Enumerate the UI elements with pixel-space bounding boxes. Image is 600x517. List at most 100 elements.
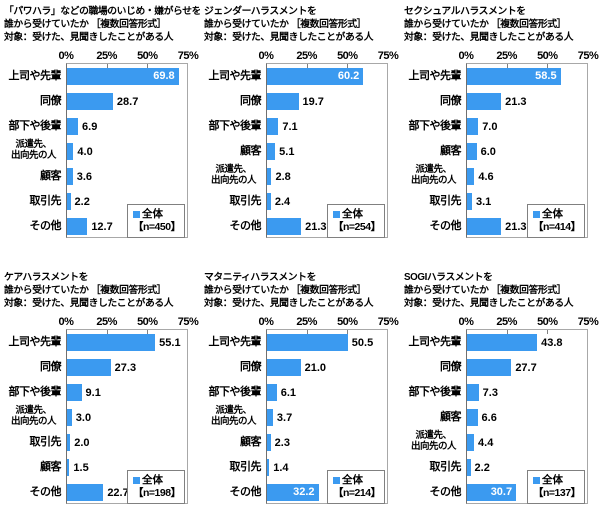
chart-title: ジェンダーハラスメントを 誰から受けていたか ［複数回答形式］ 対象：受けた、見聞き… <box>204 5 400 44</box>
x-axis: 0% 25% 50% 75% <box>459 314 599 329</box>
bar-row: 6.6 <box>467 405 587 430</box>
bar <box>467 409 478 426</box>
plot-area: 43.8 27.7 7.3 6.6 4.4 2.2 30.7 全体 【n=137】 <box>466 329 588 504</box>
plot-wrap: 0% 25% 50% 75% 60.2 19.7 7.1 5.1 2.8 2.4 21.3 全体 【n=… <box>259 48 399 239</box>
x-axis-tick-label: 25% <box>96 50 117 62</box>
bar-row: 30.7 <box>467 480 587 505</box>
category-labels: 上司や先輩 同僚 部下や後輩 顧客 派遣先、 出向先の人 取引先 その他 <box>204 48 266 238</box>
category-label: 上司や先輩 <box>8 69 62 82</box>
bar <box>267 168 272 185</box>
bar <box>67 93 113 110</box>
bar-row: 4.0 <box>67 139 187 164</box>
axis-tick-mark <box>547 64 548 68</box>
category-labels: 上司や先輩 同僚 部下や後輩 派遣先、 出向先の人 顧客 取引先 その他 <box>4 48 66 238</box>
bar-row: 2.8 <box>267 164 387 189</box>
bar-row: 3.1 <box>467 189 587 214</box>
x-axis-tick-label: 50% <box>537 50 558 62</box>
bar-row: 28.7 <box>67 89 187 114</box>
category-label: 上司や先輩 <box>208 335 262 348</box>
axis-tick-mark <box>506 330 508 334</box>
bar-value-label: 55.1 <box>159 336 181 349</box>
legend-row: 全体 <box>533 208 584 221</box>
bar <box>267 218 302 235</box>
bar <box>67 168 73 185</box>
bar-row: 21.3 <box>267 214 387 239</box>
chart-title-line: 対象：受けた、見聞きしたことがある人 <box>204 298 374 309</box>
bar <box>467 93 502 110</box>
chart-body: 上司や先輩 同僚 部下や後輩 派遣先、 出向先の人 取引先 顧客 その他 0% 25% 50% 75… <box>4 314 200 504</box>
bar-row: 1.4 <box>267 455 387 480</box>
chart-body: 上司や先輩 同僚 部下や後輩 顧客 派遣先、 出向先の人 取引先 その他 0% 25% 50% 75… <box>404 314 600 504</box>
bar <box>267 193 271 210</box>
legend-swatch-icon <box>333 211 340 218</box>
chart-title-line: 「パワハラ」などの職場のいじめ・嫌がらせを <box>4 6 200 17</box>
bar-value-label: 6.6 <box>481 411 497 424</box>
plot-area: 69.8 28.7 6.9 4.0 3.6 2.2 12.7 全体 【n=450】 <box>66 63 188 238</box>
bar-value-label: 7.0 <box>482 120 498 133</box>
bar-row: 7.0 <box>467 114 587 139</box>
bar-value-label: 4.4 <box>478 436 494 449</box>
bar-value-label: 21.0 <box>304 361 327 374</box>
bar <box>67 143 74 160</box>
chart-gender-harassment: ジェンダーハラスメントを 誰から受けていたか ［複数回答形式］ 対象：受けた、見聞き… <box>200 0 400 258</box>
category-label: 派遣先、 出向先の人 <box>210 164 257 186</box>
bar-row: 3.7 <box>267 405 387 430</box>
x-axis-tick-label: 0% <box>258 50 274 62</box>
bar-row: 55.1 <box>67 330 187 355</box>
bar-row: 2.2 <box>467 455 587 480</box>
legend-swatch-icon <box>533 477 540 484</box>
x-axis: 0% 25% 50% 75% <box>259 48 399 63</box>
bar <box>267 334 348 351</box>
x-axis-tick-label: 50% <box>137 316 158 328</box>
plot-wrap: 0% 25% 50% 75% 50.5 21.0 6.1 3.7 2.3 1.4 32.2 全体 【n=… <box>259 314 399 505</box>
bar-row: 21.3 <box>467 214 587 239</box>
bar-value-label: 1.5 <box>73 461 89 474</box>
category-label: 顧客 <box>40 169 62 182</box>
category-label: 同僚 <box>40 94 62 107</box>
bar: 58.5 <box>467 68 561 85</box>
chart-title-line: SOGIハラスメントを <box>404 272 493 283</box>
bar-value-label: 6.0 <box>480 145 496 158</box>
chart-title-line: 対象：受けた、見聞きしたことがある人 <box>4 298 174 309</box>
bar-row: 32.2 <box>267 480 387 505</box>
bar-value-label: 3.7 <box>276 411 293 424</box>
x-axis-tick-label: 75% <box>577 50 599 62</box>
category-label: 部下や後輩 <box>408 119 462 132</box>
category-label: その他 <box>29 485 62 498</box>
bar-value-label: 27.7 <box>515 361 537 374</box>
x-axis: 0% 25% 50% 75% <box>259 314 399 329</box>
bar-row: 6.1 <box>267 380 387 405</box>
category-label: 上司や先輩 <box>8 335 62 348</box>
chart-title: セクシュアルハラスメントを 誰から受けていたか ［複数回答形式］ 対象：受けた、見聞… <box>404 5 600 44</box>
bar <box>467 168 475 185</box>
legend-sample-size: 【n=137】 <box>533 487 581 499</box>
x-axis-tick-label: 25% <box>296 50 317 62</box>
legend-box: 全体 【n=450】 <box>127 204 185 238</box>
category-label: その他 <box>429 219 462 232</box>
chart-title-line: 誰から受けていたか ［複数回答形式］ <box>404 19 567 30</box>
plot-area: 55.1 27.3 9.1 3.0 2.0 1.5 22.7 全体 【n=198】 <box>66 329 188 504</box>
bar-value-label: 2.3 <box>274 436 290 449</box>
category-label: 部下や後輩 <box>208 385 262 398</box>
chart-body: 上司や先輩 同僚 部下や後輩 顧客 派遣先、 出向先の人 取引先 その他 0% 25% 50% 75… <box>404 48 600 238</box>
category-label: 同僚 <box>240 360 262 373</box>
x-axis-tick-label: 75% <box>377 50 399 62</box>
x-axis-tick-label: 75% <box>377 316 399 328</box>
bar <box>267 359 301 376</box>
legend-series-label: 全体 <box>342 474 363 486</box>
legend-swatch-icon <box>333 477 340 484</box>
bar-value-label: 30.7 <box>490 486 513 498</box>
bar-row: 22.7 <box>67 480 187 505</box>
bar-value-label: 69.8 <box>153 70 175 82</box>
bar-row: 43.8 <box>467 330 587 355</box>
bar-row: 69.8 <box>67 64 187 89</box>
bar-value-label: 3.6 <box>76 170 93 183</box>
category-labels: 上司や先輩 同僚 部下や後輩 派遣先、 出向先の人 顧客 取引先 その他 <box>204 314 266 504</box>
category-label: 取引先 <box>29 435 62 448</box>
category-label: 部下や後輩 <box>8 385 62 398</box>
category-label: 派遣先、 出向先の人 <box>10 405 57 427</box>
category-label: 顧客 <box>440 410 462 423</box>
x-axis-tick-label: 0% <box>458 316 474 328</box>
x-axis: 0% 25% 50% 75% <box>59 48 199 63</box>
bar <box>267 409 273 426</box>
